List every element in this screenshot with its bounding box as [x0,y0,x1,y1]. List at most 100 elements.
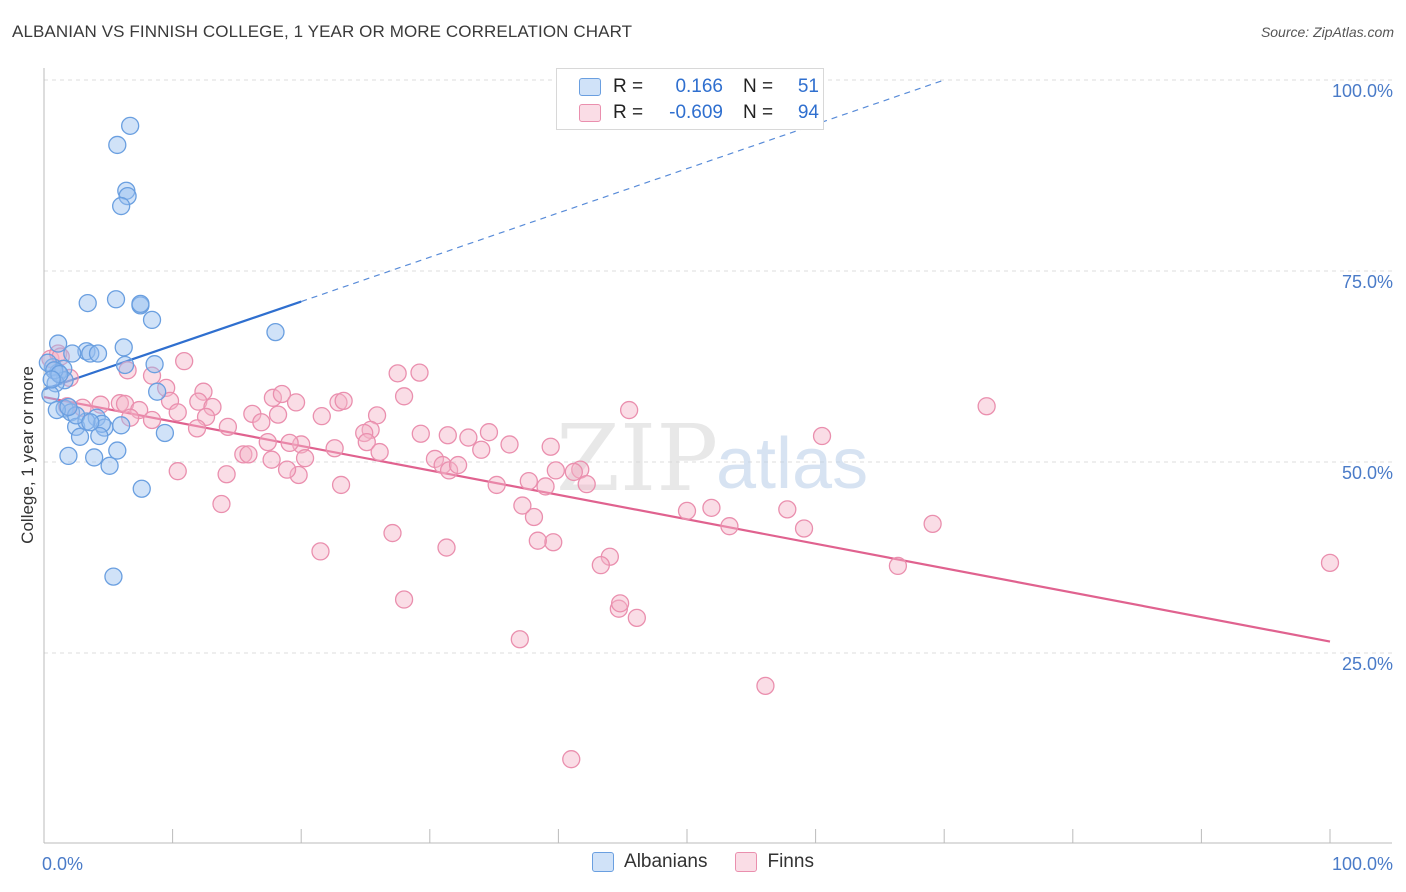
finn-point [610,594,630,613]
finn-point [536,477,555,496]
y-tick-label: 25.0% [1342,654,1393,674]
finn-point [262,450,281,469]
finn-point [778,500,797,519]
stats-row-albanians: R = 0.166 N = 51 [579,74,819,100]
finn-point [812,426,832,446]
albanian-point [85,448,104,467]
finn-point [218,417,238,437]
finn-point [286,393,306,412]
finn-point [234,445,253,464]
finn-point [280,433,299,453]
finn-point [187,419,207,438]
finn-point [487,475,506,495]
finn-point [370,442,389,462]
finn-point [756,676,775,696]
albanian-point [41,385,60,404]
n-value: 51 [797,76,819,97]
x-tick-label: 0.0% [42,854,83,874]
finn-point [331,475,351,495]
finn-point [263,388,283,407]
stats-box: R = 0.166 N = 51 R = -0.609 N = 94 [556,68,824,130]
y-tick-label: 75.0% [1342,272,1393,292]
finn-point [888,556,908,576]
finn-point [541,437,560,456]
finn-point [168,403,187,422]
albanian-point [48,334,68,353]
finn-point [479,423,499,442]
albanian-point [115,355,135,375]
watermark-atlas: atlas [716,424,868,504]
trend-lines [43,79,1331,643]
albanians-legend-swatch [592,852,615,872]
finn-point [472,440,491,459]
finn-point [977,397,996,416]
finn-point [311,542,330,561]
finn-point [528,531,547,550]
albanian-point [42,370,61,389]
finn-point [189,392,208,411]
finn-point [312,407,331,426]
legend-item-finns[interactable]: Finns [735,851,814,873]
finn-point [448,455,468,475]
finn-point [175,352,194,371]
finn-point [500,435,519,454]
r-value: 0.166 [675,76,723,97]
albanian-point [88,344,108,363]
albanian-point [112,196,131,216]
finn-point [519,471,538,491]
finn-point [438,426,457,445]
albanian-point [114,338,133,357]
finn-point [334,391,353,411]
finn-point [702,498,721,517]
finns-legend-swatch [735,852,758,872]
albanian-point [142,310,162,330]
finn-point [577,475,596,494]
n-value: 94 [797,102,819,123]
albanian-point [70,427,90,446]
finn-point [794,519,814,538]
finn-point [268,405,288,424]
y-axis-title: College, 1 year or more [18,366,37,544]
finn-point [591,555,610,575]
grid-lines: 100.0% 75.0% 50.0% 25.0% [44,79,1393,674]
albanian-point [63,344,82,363]
legend: Albanians Finns [0,851,1406,873]
finn-point [510,630,529,649]
legend-item-albanians[interactable]: Albanians [592,851,707,873]
trend-line-solid [43,300,302,391]
finn-point [459,428,478,447]
albanian-point [104,567,123,586]
watermark-zip: ZIP [556,405,718,512]
x-tick-label: 100.0% [1332,854,1393,874]
finn-point [277,460,297,479]
albanian-point [148,382,167,401]
r-value: -0.609 [669,102,723,123]
finn-point [564,462,583,482]
albanian-point [145,355,164,374]
finn-point [437,538,456,557]
albanian-point [47,400,67,420]
albanian-point [100,456,119,475]
albanian-point [131,294,150,314]
finn-point [295,449,315,468]
albanian-point [121,116,140,135]
albanian-point [132,479,151,498]
finn-point [252,413,271,432]
albanian-point [108,441,127,460]
finn-point [627,608,646,628]
finn-point [383,523,402,543]
finn-point [168,462,187,481]
albanians-swatch [579,78,601,96]
finn-point [513,496,532,515]
albanian-point [59,446,78,466]
finn-point [258,432,277,452]
finn-point [1320,553,1340,572]
albanian-point [106,290,126,309]
finn-point [289,465,308,485]
finn-point [325,439,344,458]
chart-title: ALBANIAN VS FINNISH COLLEGE, 1 YEAR OR M… [12,22,633,41]
finn-point [217,465,236,484]
albanian-point [266,322,285,342]
finn-point [110,394,130,413]
